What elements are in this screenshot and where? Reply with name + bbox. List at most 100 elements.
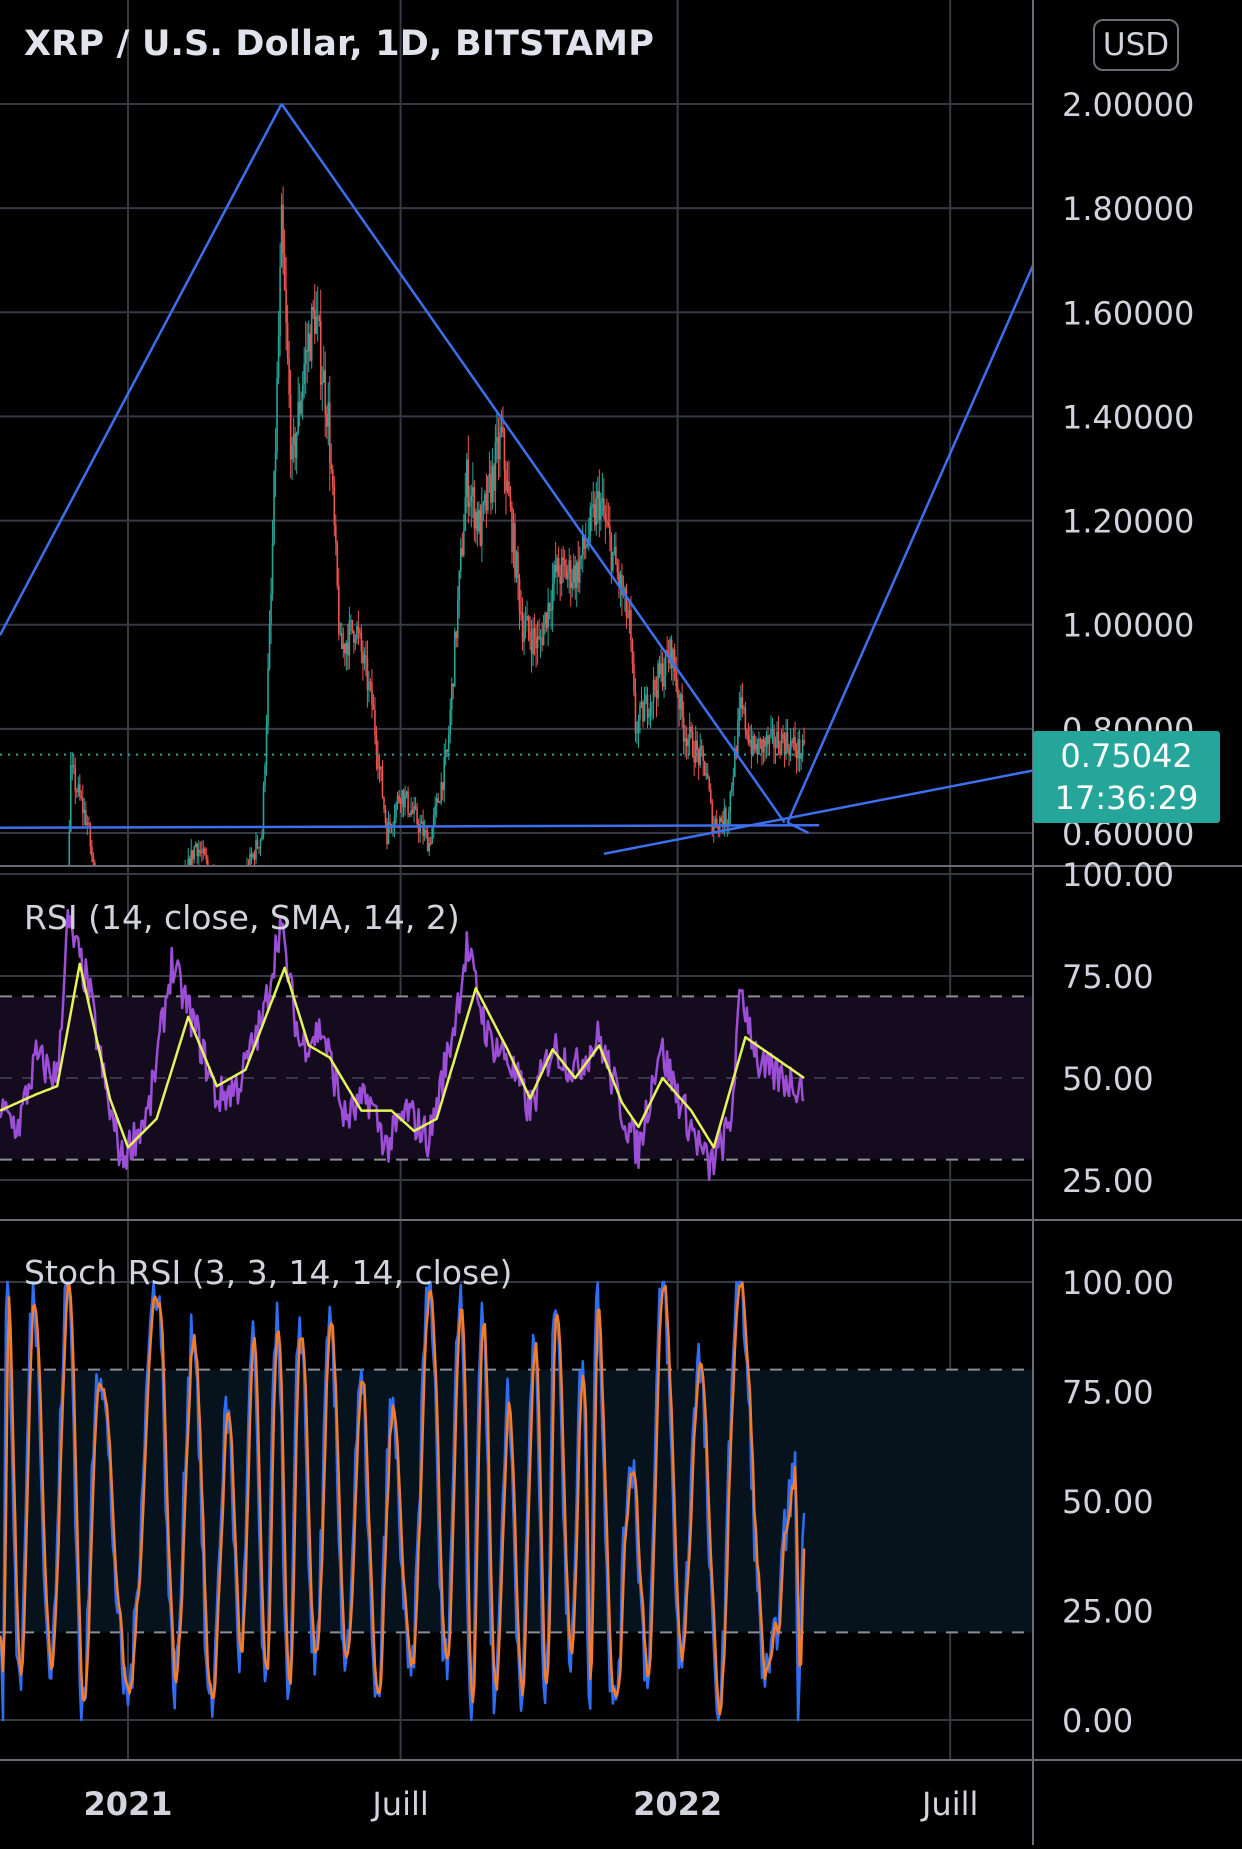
candle-body xyxy=(88,822,90,824)
candle xyxy=(384,804,387,829)
candle xyxy=(325,405,328,439)
price-axis-tick-label: 1.60000 xyxy=(1062,294,1194,332)
candle xyxy=(517,545,519,601)
candle-body xyxy=(615,546,617,565)
candle xyxy=(252,851,254,860)
candle xyxy=(292,417,295,463)
candle xyxy=(295,431,298,475)
candle xyxy=(450,677,453,726)
candle xyxy=(678,689,680,727)
last-price-tag: 0.75042 17:36:29 xyxy=(1033,731,1220,823)
candle xyxy=(684,724,686,758)
candle-body xyxy=(675,671,677,687)
candle-body xyxy=(292,433,295,446)
candle-body xyxy=(803,740,805,744)
candle xyxy=(648,708,650,726)
candle-body xyxy=(342,644,345,649)
candle xyxy=(428,837,430,857)
candle-body xyxy=(506,481,509,492)
candle-body xyxy=(743,707,745,709)
candle xyxy=(265,714,268,776)
candle-body xyxy=(607,522,610,527)
candle xyxy=(71,752,74,781)
candle xyxy=(499,418,501,478)
candle xyxy=(264,762,266,793)
candle-body xyxy=(371,682,373,705)
candle xyxy=(639,701,641,734)
candle-body xyxy=(738,708,741,721)
candle xyxy=(514,513,516,583)
candle xyxy=(553,560,555,601)
candles-layer xyxy=(66,186,805,867)
candle xyxy=(783,731,786,768)
candle-body xyxy=(452,683,455,687)
candle-body xyxy=(458,570,461,600)
candle-body xyxy=(527,615,530,632)
candle xyxy=(512,508,515,568)
candle-body xyxy=(479,509,482,546)
candle xyxy=(518,573,521,630)
candle xyxy=(488,451,491,493)
candle-body xyxy=(768,735,771,745)
candle xyxy=(207,855,209,866)
candle xyxy=(789,728,792,762)
candle xyxy=(666,636,668,655)
candle-body xyxy=(86,822,89,825)
candle-body xyxy=(262,785,265,836)
candle-body xyxy=(187,858,190,866)
candle xyxy=(408,812,411,818)
candle-body xyxy=(270,593,272,625)
candle xyxy=(551,562,554,633)
candle xyxy=(545,611,548,632)
candle xyxy=(390,823,393,834)
candle-body xyxy=(310,307,313,361)
candle xyxy=(643,686,646,722)
candle-body xyxy=(508,481,510,497)
candle-body xyxy=(298,401,301,414)
candle xyxy=(672,647,674,686)
candle-body xyxy=(327,402,330,427)
candle xyxy=(276,361,278,460)
candle xyxy=(193,845,196,864)
candle-body xyxy=(783,738,786,754)
candle xyxy=(313,284,316,345)
candle xyxy=(478,501,480,534)
candle-body xyxy=(572,565,575,583)
candle xyxy=(529,616,531,650)
candle xyxy=(800,752,802,771)
candle-body xyxy=(568,560,571,573)
candle-body xyxy=(325,414,328,427)
candle xyxy=(434,796,436,825)
candle-body xyxy=(587,536,590,544)
candle-body xyxy=(633,664,635,692)
candle xyxy=(250,847,253,865)
candle xyxy=(690,721,692,739)
candle-body xyxy=(575,562,578,589)
candle-body xyxy=(630,610,632,641)
candle xyxy=(482,500,485,522)
candle-body xyxy=(580,555,583,559)
candle xyxy=(85,801,87,827)
candle xyxy=(618,559,620,599)
candle xyxy=(595,481,598,536)
candle xyxy=(283,229,286,292)
candle xyxy=(663,657,665,698)
candle xyxy=(419,814,421,843)
candle xyxy=(327,382,330,446)
candle-body xyxy=(475,511,477,529)
candle-body xyxy=(601,498,604,501)
candle-body xyxy=(711,801,714,834)
candle-body xyxy=(512,523,515,553)
candle-body xyxy=(377,755,379,769)
candle xyxy=(705,762,708,781)
currency-button[interactable]: USD xyxy=(1093,19,1179,71)
candle-body xyxy=(685,738,688,747)
stoch-pane-label: Stoch RSI (3, 3, 14, 14, close) xyxy=(24,1253,513,1292)
candle-body xyxy=(484,493,486,503)
candle xyxy=(322,345,325,383)
candle xyxy=(509,486,512,512)
candle-body xyxy=(577,562,580,583)
candle xyxy=(484,490,486,515)
candle-body xyxy=(604,514,607,521)
